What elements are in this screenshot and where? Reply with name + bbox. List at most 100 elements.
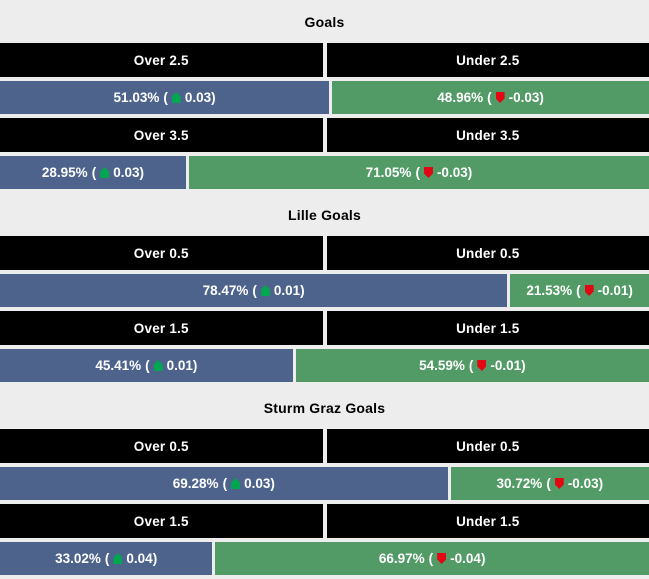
down-arrow-icon	[437, 553, 447, 564]
under-header-cell: Under 1.5	[326, 504, 649, 538]
under-header-cell: Under 1.5	[326, 311, 649, 345]
over-change-value: 0.01	[273, 283, 301, 298]
paren-close: )	[539, 90, 544, 105]
probability-bar-row: 51.03%(0.03) 48.96%(-0.03)	[0, 81, 649, 114]
paren-close: )	[480, 551, 486, 566]
under-probability-bar: 71.05%( -0.03)	[188, 156, 649, 189]
probability-bar-row: 28.95%(0.03) 71.05%(-0.03)	[0, 156, 649, 189]
down-arrow-icon	[477, 360, 487, 371]
over-percentage: 33.02%	[55, 551, 101, 566]
down-arrow-icon	[554, 478, 564, 489]
section-title: Sturm Graz Goals	[263, 399, 386, 416]
market-header-row: Over 2.5 Under 2.5	[0, 43, 649, 77]
under-change-value: -0.03	[436, 165, 468, 180]
over-probability-bar: 45.41%(0.01)	[0, 349, 293, 382]
over-header-cell: Over 2.5	[0, 43, 323, 77]
over-probability-bar: 33.02%(0.04)	[0, 542, 213, 575]
under-probability-bar: 30.72%( -0.03)	[450, 467, 649, 500]
under-probability-bar: 66.97%( -0.04)	[215, 542, 649, 575]
over-header-cell: Over 1.5	[0, 311, 323, 345]
paren-close: )	[628, 283, 633, 298]
over-probability-bar: 69.28%(0.03)	[0, 467, 448, 500]
paren-open: (	[468, 358, 474, 373]
section-sturm-graz-goals: Sturm Graz Goals Over 0.5 Under 0.5 69.2…	[0, 386, 649, 575]
paren-open: (	[415, 165, 420, 180]
under-percentage: 21.53%	[526, 283, 573, 298]
over-percentage: 28.95%	[41, 165, 88, 180]
paren-open: (	[487, 90, 492, 105]
under-change-value: -0.03	[508, 90, 540, 105]
up-arrow-icon	[100, 167, 110, 178]
section-lille-goals: Lille Goals Over 0.5 Under 0.5 78.47%(0.…	[0, 193, 649, 382]
over-percentage: 78.47%	[202, 283, 249, 298]
paren-open: (	[428, 551, 434, 566]
up-arrow-icon	[231, 478, 241, 489]
under-header-cell: Under 0.5	[326, 429, 649, 463]
down-arrow-icon	[584, 285, 594, 296]
probability-bar-row: 78.47%(0.01) 21.53%(-0.01)	[0, 274, 649, 307]
section-title: Goals	[304, 13, 345, 30]
market-header-row: Over 3.5 Under 3.5	[0, 118, 649, 152]
over-header-cell: Over 0.5	[0, 236, 323, 270]
over-percentage: 51.03%	[113, 90, 160, 105]
over-header-cell: Over 3.5	[0, 118, 323, 152]
under-probability-bar: 54.59%( -0.01)	[295, 349, 649, 382]
section-goals: Goals Over 2.5 Under 2.5 51.03%(0.03) 48…	[0, 0, 649, 189]
down-arrow-icon	[495, 92, 505, 103]
up-arrow-icon	[153, 360, 163, 371]
over-change-value: 0.03	[244, 476, 271, 491]
over-change-value: 0.03	[184, 90, 212, 105]
probability-bar-row: 69.28%(0.03) 30.72%(-0.03)	[0, 467, 649, 500]
under-header-cell: Under 3.5	[326, 118, 649, 152]
paren-open: (	[546, 476, 551, 491]
up-arrow-icon	[171, 92, 181, 103]
over-probability-bar: 78.47%(0.01)	[0, 274, 508, 307]
up-arrow-icon	[113, 553, 123, 564]
paren-open: (	[222, 476, 228, 491]
under-change-value: -0.04	[450, 551, 481, 566]
over-change-value: 0.03	[113, 165, 140, 180]
over-change-value: 0.04	[126, 551, 153, 566]
over-header-cell: Over 1.5	[0, 504, 323, 538]
section-title: Lille Goals	[288, 206, 361, 223]
market-header-row: Over 0.5 Under 0.5	[0, 236, 649, 270]
paren-open: (	[163, 90, 168, 105]
paren-close: )	[521, 358, 526, 373]
under-change-value: -0.01	[490, 358, 522, 373]
under-percentage: 54.59%	[419, 358, 465, 373]
paren-close: )	[467, 165, 473, 180]
under-probability-bar: 21.53%(-0.01)	[510, 274, 649, 307]
paren-close: )	[598, 476, 604, 491]
over-percentage: 69.28%	[172, 476, 219, 491]
under-percentage: 30.72%	[496, 476, 543, 491]
over-percentage: 45.41%	[95, 358, 142, 373]
over-change-value: 0.01	[166, 358, 193, 373]
under-percentage: 48.96%	[437, 90, 484, 105]
market-header-row: Over 1.5 Under 1.5	[0, 504, 649, 538]
down-arrow-icon	[423, 167, 433, 178]
over-header-cell: Over 0.5	[0, 429, 323, 463]
paren-close: )	[152, 551, 158, 566]
paren-open: (	[104, 551, 110, 566]
under-percentage: 71.05%	[365, 165, 412, 180]
market-header-row: Over 0.5 Under 0.5	[0, 429, 649, 463]
paren-close: )	[211, 90, 216, 105]
under-header-cell: Under 2.5	[326, 43, 649, 77]
under-change-value: -0.03	[567, 476, 599, 491]
under-header-cell: Under 0.5	[326, 236, 649, 270]
paren-close: )	[300, 283, 305, 298]
probability-bar-row: 33.02%(0.04) 66.97%(-0.04)	[0, 542, 649, 575]
paren-close: )	[139, 165, 144, 180]
over-probability-bar: 28.95%(0.03)	[0, 156, 186, 189]
paren-open: (	[576, 283, 581, 298]
probability-bar-row: 45.41%(0.01) 54.59%(-0.01)	[0, 349, 649, 382]
market-header-row: Over 1.5 Under 1.5	[0, 311, 649, 345]
over-probability-bar: 51.03%(0.03)	[0, 81, 330, 114]
under-probability-bar: 48.96%( -0.03)	[332, 81, 649, 114]
paren-close: )	[270, 476, 275, 491]
paren-open: (	[252, 283, 257, 298]
paren-open: (	[145, 358, 150, 373]
under-percentage: 66.97%	[378, 551, 425, 566]
paren-open: (	[91, 165, 97, 180]
